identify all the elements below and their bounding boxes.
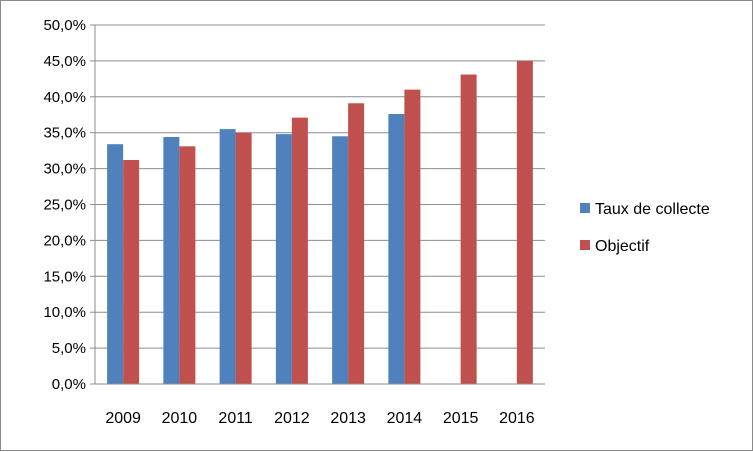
bar-objectif-2013 [348,103,365,385]
y-tick-label: 35,0% [43,125,86,142]
bar-taux-de-collecte-2013 [332,136,349,384]
y-tick-label: 50,0% [43,17,86,34]
bar-taux-de-collecte-2012 [275,134,292,384]
bar-taux-de-collecte-2011 [219,129,236,384]
bar-taux-de-collecte-2014 [388,114,405,385]
bars [107,60,533,385]
x-tick-label: 2010 [162,410,198,427]
x-tick-label: 2015 [443,410,479,427]
y-tick-label: 20,0% [43,232,86,249]
y-tick-label: 30,0% [43,161,86,178]
bar-objectif-2015 [460,74,477,385]
y-tick-label: 40,0% [43,89,86,106]
bar-taux-de-collecte-2009 [107,144,124,384]
y-tick-label: 0,0% [52,376,86,393]
x-tick-label: 2011 [218,410,253,427]
x-axis-ticks: 2009 2010 2011 2012 2013 2014 2015 2016 [105,410,534,427]
bar-objectif-2010 [179,146,196,384]
legend-swatch [580,203,590,213]
bar-objectif-2009 [123,159,140,384]
bar-objectif-2016 [516,60,533,385]
bar-objectif-2014 [404,89,421,385]
y-tick-label: 45,0% [43,53,86,70]
y-tick-label: 15,0% [43,268,86,285]
x-tick-label: 2012 [274,410,310,427]
bar-objectif-2012 [291,117,308,384]
legend-label: Taux de collecte [595,201,710,218]
x-tick-label: 2013 [330,410,366,427]
x-tick-label: 2016 [499,410,535,427]
legend: Taux de collecte Objectif [580,201,710,255]
y-tick-label: 5,0% [52,340,86,357]
bar-taux-de-collecte-2010 [163,137,180,384]
y-tick-label: 25,0% [43,197,86,214]
x-tick-label: 2009 [105,410,141,427]
x-tick-label: 2014 [387,410,423,427]
bar-objectif-2011 [235,132,252,384]
y-axis-ticks: 0,0% 5,0% 10,0% 15,0% 20,0% 25,0% 30,0% 35,0% 40… [43,17,95,393]
legend-swatch [580,240,590,250]
legend-label: Objectif [595,238,650,255]
axes [94,25,545,385]
gridlines [95,24,545,349]
y-tick-label: 10,0% [43,304,86,321]
